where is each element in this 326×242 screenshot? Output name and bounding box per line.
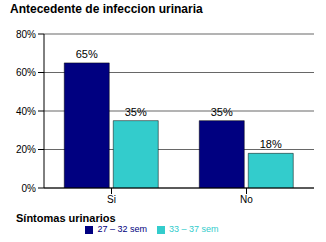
html-text:27 – 32 sem: 27 – 32 sem	[97, 224, 147, 234]
svg-text:18%: 18%	[260, 138, 282, 150]
svg-text:Síntomas urinarios: Síntomas urinarios	[16, 212, 116, 224]
svg-text:No: No	[240, 194, 253, 205]
svg-text:0%: 0%	[22, 183, 37, 194]
svg-text:65%: 65%	[76, 48, 98, 60]
svg-text:Si: Si	[107, 194, 116, 205]
svg-text:20%: 20%	[16, 144, 36, 155]
svg-text:40%: 40%	[16, 106, 36, 117]
html-text:33 – 37 sem: 33 – 37 sem	[169, 224, 219, 234]
svg-text:80%: 80%	[16, 29, 36, 40]
svg-text:35%: 35%	[211, 106, 233, 118]
svg-text:35%: 35%	[125, 106, 147, 118]
svg-text:60%: 60%	[16, 67, 36, 78]
html-text:Antecedente de infeccion urina: Antecedente de infeccion urinaria	[10, 2, 203, 16]
